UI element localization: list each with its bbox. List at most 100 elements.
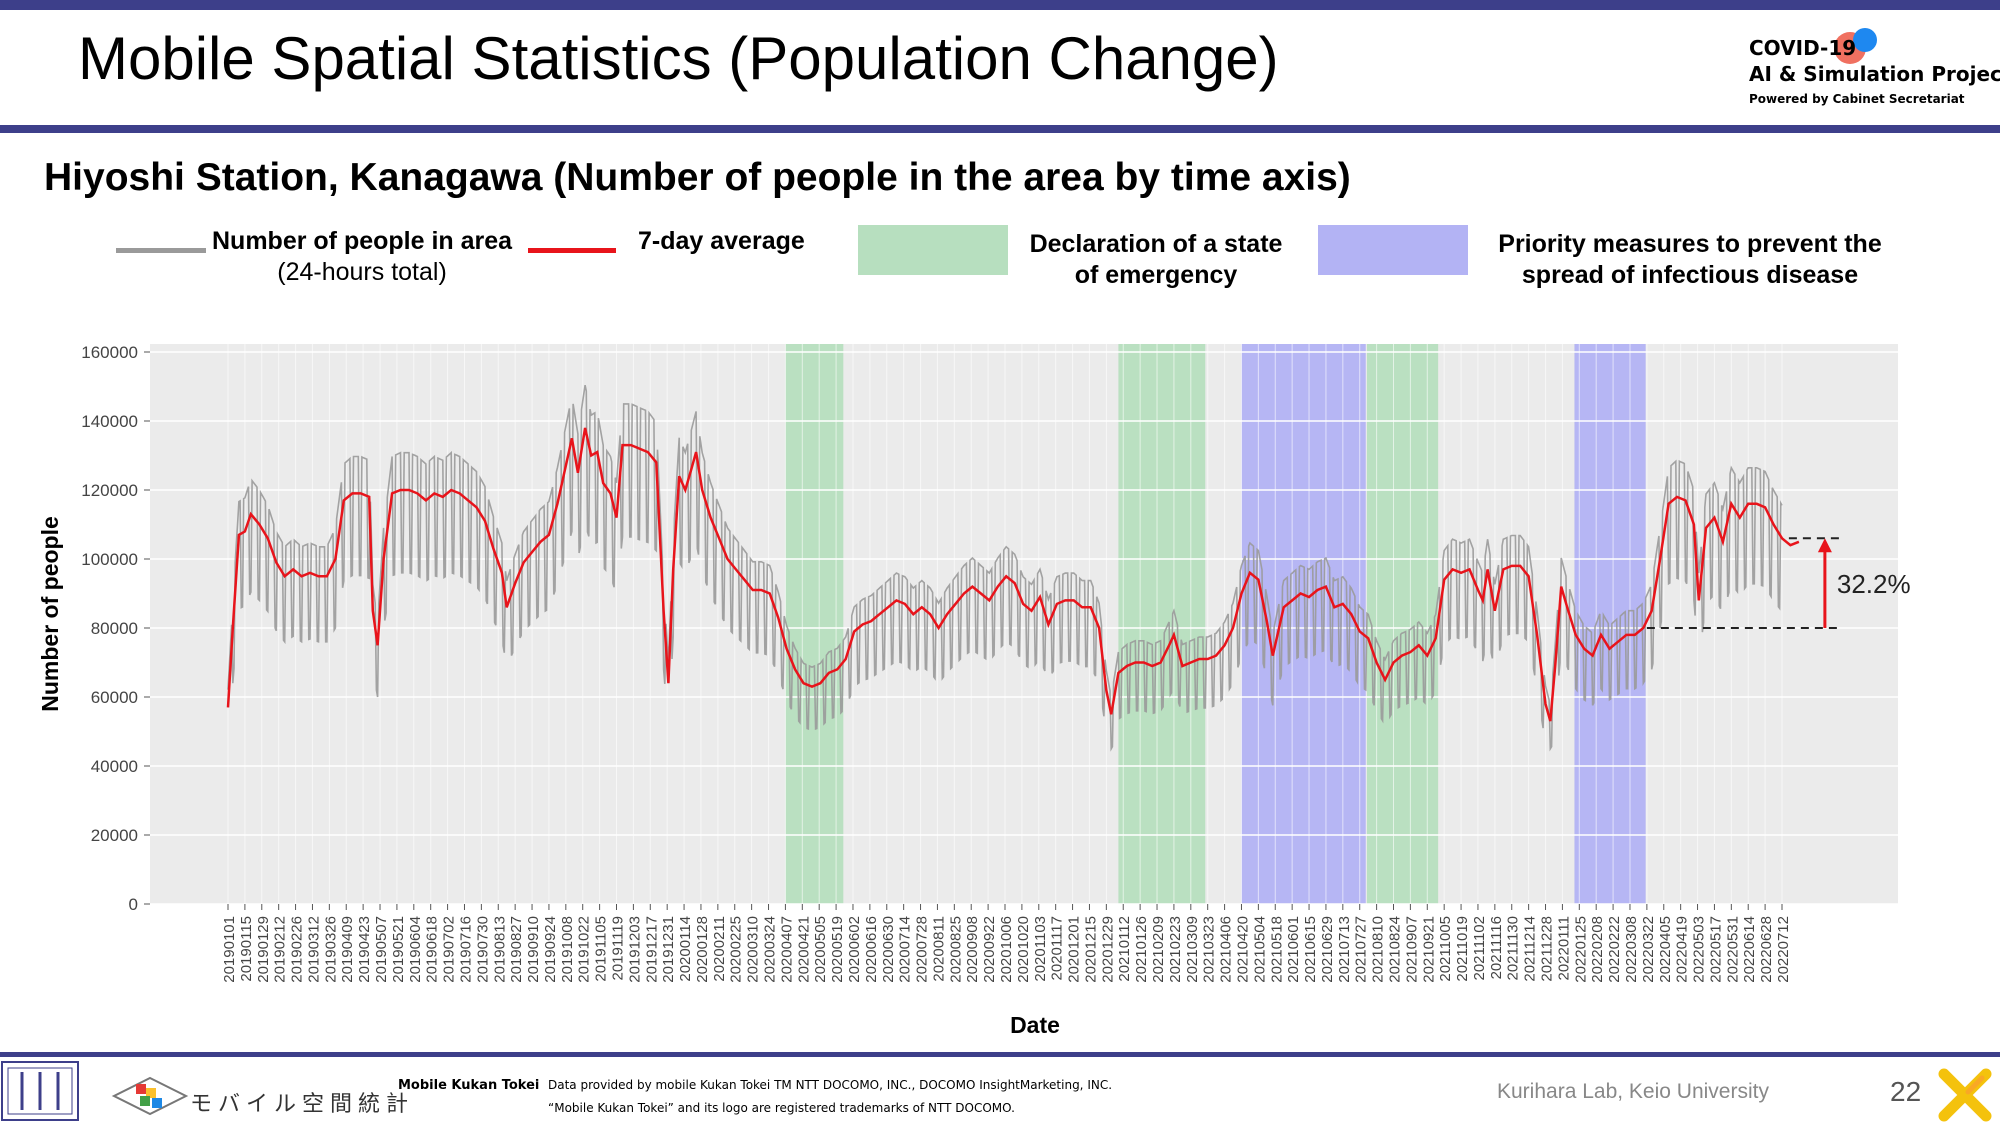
x-tick-label: 20190409	[339, 916, 356, 983]
x-tick-label: 20211116	[1488, 916, 1505, 979]
footer-divider	[0, 1052, 2000, 1057]
x-tick-label: 20190423	[356, 916, 373, 983]
x-tick-label: 20190716	[457, 916, 474, 983]
x-tick-label: 20200728	[914, 916, 931, 983]
chart-title: Hiyoshi Station, Kanagawa (Number of peo…	[44, 156, 1351, 199]
x-tick-label: 20210713	[1336, 916, 1353, 983]
legend-emergency-line2: of emergency	[1074, 261, 1238, 289]
x-tick-label: 20190312	[305, 916, 322, 983]
x-tick-label: 20200421	[795, 916, 812, 983]
annotation-arrow-head	[1817, 538, 1832, 553]
legend-avg-swatch	[528, 248, 616, 253]
x-tick-label: 20220503	[1691, 916, 1708, 983]
logo-line2: AI & Simulation Project	[1749, 62, 2000, 86]
x-tick-label: 20190924	[542, 916, 559, 983]
x-tick-label: 20190730	[474, 916, 491, 983]
logo-mark-icon	[1834, 28, 1877, 64]
x-tick-label: 20210504	[1251, 916, 1268, 983]
x-tick-label: 20220308	[1623, 916, 1640, 983]
y-tick-label: 0	[129, 895, 138, 914]
x-tick-label: 20201117	[1049, 916, 1066, 981]
x-tick-label: 20200310	[745, 916, 762, 983]
x-tick-label: 20200922	[981, 916, 998, 983]
annotation-label: 32.2%	[1837, 569, 1911, 599]
x-tick-label: 20210406	[1218, 916, 1235, 983]
x-tick-label: 20191119	[610, 916, 627, 981]
x-tick-label: 20190212	[272, 916, 289, 983]
x-tick-label: 20191022	[576, 916, 593, 983]
x-tick-label: 20200811	[930, 916, 947, 982]
x-tick-label: 20211005	[1437, 916, 1454, 982]
legend-people-label: Number of people in area (24-hours total…	[212, 226, 512, 288]
x-tick-label: 20200211	[711, 916, 728, 982]
header-divider	[0, 125, 2000, 133]
x-tick-label: 20201103	[1032, 916, 1049, 982]
x-tick-label: 20191105	[593, 916, 610, 982]
legend-emergency-label: Declaration of a state of emergency	[1016, 229, 1296, 291]
y-tick-label: 40000	[91, 757, 138, 776]
legend-people-title: Number of people in area	[212, 227, 513, 255]
x-tick-label: 20200128	[694, 916, 711, 983]
shaded-periods	[785, 344, 1646, 904]
legend-priority-swatch	[1318, 225, 1468, 275]
x-tick-label: 20190101	[221, 916, 238, 983]
x-tick-label: 20190129	[255, 916, 272, 983]
y-tick-label: 120000	[81, 481, 138, 500]
x-tick-label: 20200825	[947, 916, 964, 983]
legend-people-swatch	[116, 248, 206, 253]
x-tick-label: 20200630	[880, 916, 897, 983]
x-tick-label: 20210209	[1150, 916, 1167, 983]
x-tick-label: 20210824	[1387, 916, 1404, 983]
legend-priority-line2: spread of infectious disease	[1521, 261, 1859, 289]
x-tick-label: 20210921	[1420, 916, 1437, 983]
annotation-32pct: 32.2%	[1646, 537, 1911, 629]
x-tick-label: 20210126	[1133, 916, 1150, 983]
x-tick-label: 20200714	[897, 916, 914, 983]
x-axis-ticks: 20190101 20190115 20190129 20190212 20190226…	[221, 904, 1792, 983]
y-tick-label: 20000	[91, 826, 138, 845]
x-tick-label: 20210323	[1201, 916, 1218, 983]
emergency-period-1	[1118, 344, 1206, 904]
gridlines	[150, 344, 1898, 905]
y-axis-label: Number of people	[37, 516, 63, 712]
x-tick-label: 20190521	[390, 916, 407, 983]
x-tick-label: 20210629	[1319, 916, 1336, 983]
x-tick-label: 20220125	[1572, 916, 1589, 983]
x-tick-label: 20220614	[1741, 916, 1758, 983]
x-tick-label: 20191203	[626, 916, 643, 983]
x-tick-label: 20210615	[1302, 916, 1319, 983]
x-tick-label: 20220322	[1640, 916, 1657, 983]
x-tick-label: 20190326	[322, 916, 339, 983]
x-tick-label: 20210420	[1234, 916, 1251, 983]
university-logo-icon	[1, 1061, 79, 1121]
slide-title: Mobile Spatial Statistics (Population Ch…	[78, 25, 1279, 92]
x-tick-label: 20201020	[1015, 916, 1032, 983]
x-tick-label: 20190226	[289, 916, 306, 983]
y-tick-label: 60000	[91, 688, 138, 707]
x-tick-label: 20200602	[846, 916, 863, 983]
x-tick-label: 20211228	[1539, 916, 1556, 982]
emergency-period-3	[1366, 344, 1439, 904]
x-tick-label: 20210223	[1167, 916, 1184, 983]
x-tick-label: 20200324	[762, 916, 779, 983]
x-tick-label: 20220405	[1657, 916, 1674, 983]
y-tick-label: 160000	[81, 343, 138, 362]
x-tick-label: 20201215	[1082, 916, 1099, 983]
x-tick-label: 20200407	[778, 916, 795, 983]
x-tick-label: 20220531	[1724, 916, 1741, 983]
kukan-logo-icon	[111, 1076, 189, 1116]
x-tick-label: 20201006	[998, 916, 1015, 983]
x-tick-label: 20220628	[1758, 916, 1775, 983]
x-tick-label: 20220222	[1606, 916, 1623, 983]
x-tick-label: 20200908	[964, 916, 981, 983]
footer-brand: Mobile Kukan Tokei	[398, 1078, 540, 1093]
legend-emergency-line1: Declaration of a state	[1029, 230, 1283, 258]
legend-priority-line1: Priority measures to prevent the	[1498, 230, 1882, 258]
x-tick-label: 20220517	[1707, 916, 1724, 983]
page-number: 22	[1890, 1076, 1922, 1107]
x-tick-label: 20190813	[491, 916, 508, 983]
x-tick-label: 20220419	[1674, 916, 1691, 983]
x-tick-label: 20201229	[1099, 916, 1116, 983]
x-tick-label: 20210601	[1285, 916, 1302, 983]
project-logo: COVID-19 AI & Simulation Project Powered…	[1745, 28, 2000, 118]
